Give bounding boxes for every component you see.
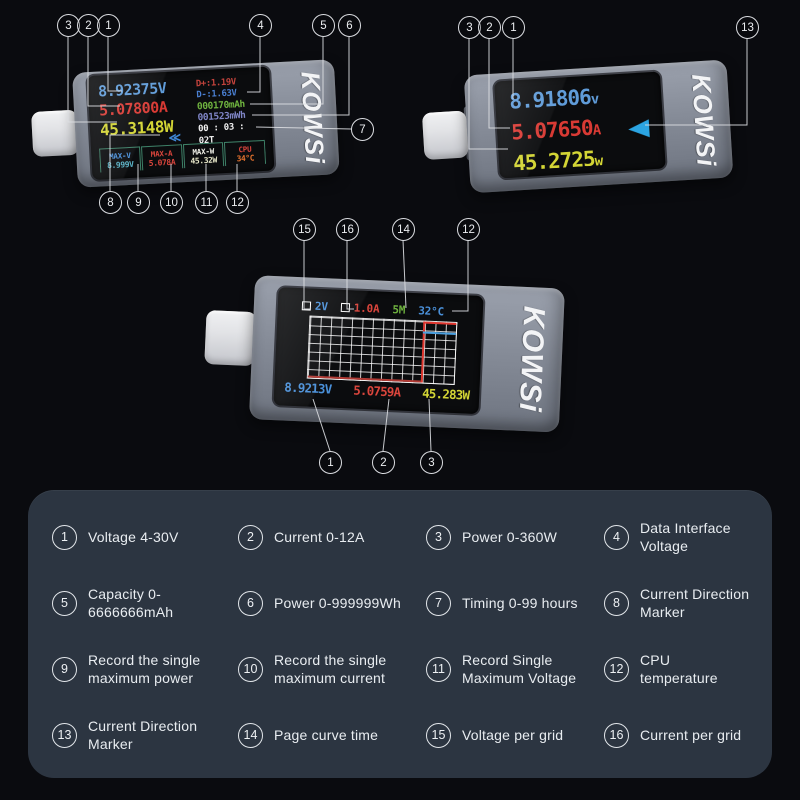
legend-number-badge: 15: [426, 722, 451, 748]
legend-item-7: 7 Timing 0-99 hours: [426, 590, 604, 616]
legend-item-15: 15 Voltage per grid: [426, 722, 604, 748]
legend-item-2: 2 Current 0-12A: [238, 524, 426, 550]
legend-item-4: 4 Data Interface Voltage: [604, 519, 758, 555]
legend-item-8: 8 Current Direction Marker: [604, 585, 758, 621]
legend-number-badge: 12: [604, 656, 629, 682]
callout-15: 15: [293, 218, 316, 241]
callout-2: 2: [478, 16, 501, 39]
legend-number-badge: 16: [604, 722, 629, 748]
legend-number-badge: 10: [238, 656, 263, 682]
legend-number-badge: 1: [52, 524, 77, 550]
legend-item-11: 11 Record Single Maximum Voltage: [426, 651, 604, 687]
callout-1: 1: [502, 16, 525, 39]
callout-16: 16: [336, 218, 359, 241]
callout-13: 13: [736, 16, 759, 39]
legend-item-5: 5 Capacity 0-6666666mAh: [52, 585, 238, 621]
callout-6: 6: [338, 14, 361, 37]
legend-number-badge: 7: [426, 590, 451, 616]
legend-number-badge: 6: [238, 590, 263, 616]
legend-item-13: 13 Current Direction Marker: [52, 717, 238, 753]
legend-number-badge: 11: [426, 656, 451, 682]
callout-14: 14: [392, 218, 415, 241]
legend-number-badge: 8: [604, 590, 629, 616]
callout-1: 1: [319, 451, 342, 474]
legend-number-badge: 3: [426, 524, 451, 550]
callout-12: 12: [457, 218, 480, 241]
legend-number-badge: 9: [52, 656, 77, 682]
legend-item-14: 14 Page curve time: [238, 722, 426, 748]
legend-number-badge: 4: [604, 524, 629, 550]
legend-item-1: 1 Voltage 4-30V: [52, 524, 238, 550]
legend-item-10: 10 Record the single maximum current: [238, 651, 426, 687]
callout-5: 5: [312, 14, 335, 37]
callout-8: 8: [99, 191, 122, 214]
callout-1: 1: [97, 14, 120, 37]
callout-11: 11: [195, 191, 218, 214]
legend-item-16: 16 Current per grid: [604, 722, 758, 748]
legend-number-badge: 14: [238, 722, 263, 748]
legend-panel: 1 Voltage 4-30V 2 Current 0-12A 3 Power 0-3…: [28, 490, 772, 778]
legend-item-9: 9 Record the single maximum power: [52, 651, 238, 687]
legend-item-12: 12 CPU temperature: [604, 651, 758, 687]
legend-number-badge: 5: [52, 590, 77, 616]
callout-9: 9: [127, 191, 150, 214]
callout-10: 10: [160, 191, 183, 214]
callout-3: 3: [420, 451, 443, 474]
callout-2: 2: [372, 451, 395, 474]
legend-item-3: 3 Power 0-360W: [426, 524, 604, 550]
callout-4: 4: [249, 14, 272, 37]
callout-12: 12: [226, 191, 249, 214]
legend-number-badge: 2: [238, 524, 263, 550]
callout-7: 7: [351, 118, 374, 141]
legend-number-badge: 13: [52, 722, 77, 748]
legend-item-6: 6 Power 0-999999Wh: [238, 590, 426, 616]
